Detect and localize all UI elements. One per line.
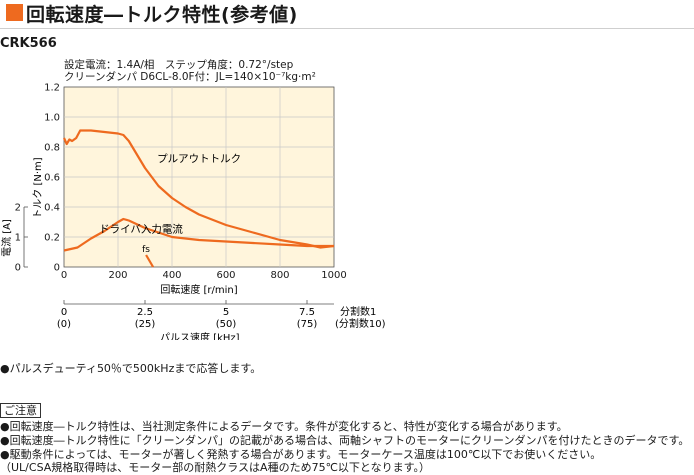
condition-line-1: 設定電流：1.4A/相 ステップ角度：0.72°/step [64, 59, 294, 71]
driver-current-line [63, 217, 334, 252]
y-tick-label: 0.6 [44, 173, 60, 184]
pulse-tick-sub-label: (50) [216, 319, 237, 330]
pullout-torque-label: プルアウトトルク [157, 153, 241, 165]
y-tick-label: 0.8 [44, 143, 60, 154]
pulse-tick-label: 5 [223, 307, 229, 318]
pulse-tick-sub-label: (75) [297, 319, 318, 330]
x-tick-label: 1000 [321, 270, 346, 281]
current-tick-label: 1 [15, 233, 21, 244]
x-tick-label: 800 [270, 270, 289, 281]
pulse-tick-label: 0 [61, 307, 67, 318]
notice-line: ●回転速度―トルク特性に「クリーンダンパ」の記載がある場合は、両軸シャフトのモー… [0, 434, 690, 447]
notice-heading: ご注意 [0, 403, 41, 418]
current-tick-label: 0 [15, 263, 21, 274]
pullout-torque-line [62, 129, 335, 249]
x-tick-label: 600 [216, 270, 235, 281]
response-note: ●パルスデューティ50％で500kHzまで応答します。 [0, 362, 262, 375]
torque-speed-chart: 0 200 400 600 800 100000.20.40.60.81.01.2012 … [0, 83, 386, 341]
notice-line: （UL/CSA規格取得時は、モーター部の耐熱クラスはA種のため75℃以下となりま… [0, 461, 431, 474]
driver-current-label: ドライバ入力電流 [99, 223, 183, 236]
title-marker-icon [6, 4, 23, 21]
page-title: 回転速度―トルク特性(参考値) [26, 4, 298, 26]
pulse-tick-sub-label: (0) [57, 319, 71, 330]
division-label-sub: (分割数10) [335, 317, 386, 330]
model-name: CRK566 [0, 36, 57, 51]
y-tick-label: 0.2 [44, 233, 60, 244]
y-axis-label: トルク [N·m] [32, 157, 44, 218]
fs-marker [145, 254, 155, 268]
y-tick-label: 0 [54, 263, 60, 274]
title-divider [0, 28, 694, 29]
grid [64, 87, 334, 267]
series-group [62, 129, 335, 268]
axis-ticks: 0 200 400 600 800 1000 0 0.2 0.4 0.6 0.8 1.0 1.2 0 1 2 [15, 83, 347, 282]
y-tick-label: 1.0 [44, 113, 60, 124]
y-tick-label: 1.2 [44, 83, 60, 94]
y-tick-label: 0.4 [44, 203, 60, 214]
fs-label: fs [142, 245, 150, 255]
current-axis-label: 電流 [A] [0, 219, 13, 257]
pulse-axis-label: パルス速度 [kHz] [160, 331, 240, 340]
notice-line: ●駆動条件によっては、モーターが著しく発熱する場合があります。モーターケース温度… [0, 448, 602, 461]
x-axis-label: 回転速度 [r/min] [160, 283, 237, 296]
notice-line: ●回転速度―トルク特性は、当社測定条件によるデータです。条件が変化すると、特性が… [0, 420, 568, 433]
x-tick-label: 400 [162, 270, 181, 281]
division-label: 分割数1 [340, 305, 376, 318]
pulse-tick-sub-label: (25) [135, 319, 156, 330]
pulse-axis: 0(0) 2.5(25) 5(50) 7.5(75) [57, 300, 334, 330]
pulse-tick-label: 7.5 [299, 307, 315, 318]
condition-line-2: クリーンダンパ D6CL-8.0F付：JL=140×10⁻⁷kg·m² [64, 71, 316, 83]
pulse-tick-label: 2.5 [137, 307, 153, 318]
current-tick-label: 2 [15, 203, 21, 214]
title-bar: 回転速度―トルク特性(参考値) [0, 0, 694, 30]
x-tick-label: 200 [108, 270, 127, 281]
x-tick-label: 0 [61, 270, 67, 281]
